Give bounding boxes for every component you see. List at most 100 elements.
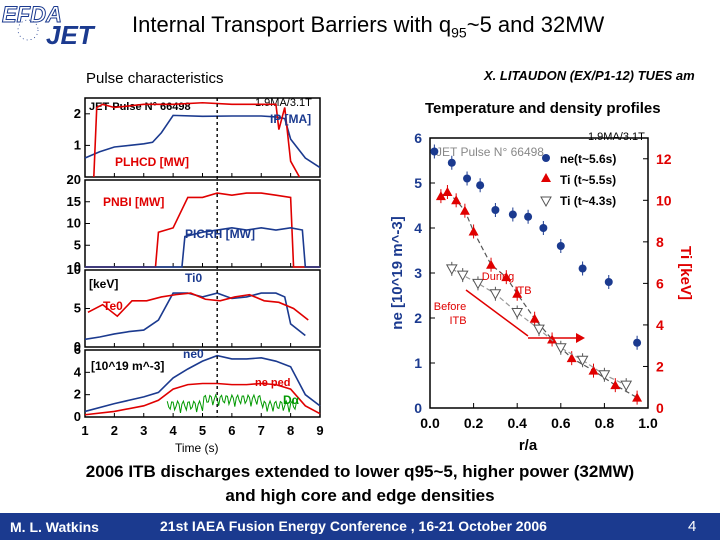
ti-itb-point <box>435 191 446 201</box>
y-tick-label: 1 <box>74 137 81 152</box>
ne-point <box>539 224 548 232</box>
label-ti0: Ti0 <box>185 271 202 285</box>
ti-before-point <box>576 355 589 367</box>
x-tick-label: 1 <box>81 423 88 438</box>
summary-line-2: and high core and edge densities <box>225 486 495 505</box>
author-reference: X. LITAUDON (EX/P1-12) TUES am <box>484 68 695 83</box>
ti-before-point <box>456 270 469 282</box>
y-right-tick-label: 10 <box>656 192 672 208</box>
header-bar: EFDA JET <box>0 0 720 51</box>
legend-ti-itb-label: Ti (t~5.5s) <box>560 173 616 187</box>
y-tick-label: 10 <box>67 262 81 277</box>
jet-logo-text: JET <box>46 20 96 50</box>
ti-itb-point <box>588 365 599 375</box>
x-tick-label: 0.4 <box>507 415 527 431</box>
x-tick-label: 0.0 <box>420 415 440 431</box>
y-tick-label: 20 <box>67 172 81 187</box>
profile-params: 1.9MA/3.1T <box>588 131 645 143</box>
label-ne0: ne0 <box>183 347 204 361</box>
x-tick-label: 5 <box>199 423 206 438</box>
series-line-2-0 <box>84 292 306 341</box>
profile-pulse-title: JET Pulse N° 66498 <box>436 145 544 159</box>
ti-itb-point <box>566 353 577 363</box>
slide-title: Internal Transport Barriers with q95~5 a… <box>132 12 605 41</box>
ne-point <box>508 210 517 219</box>
profiles-chart: JET Pulse N° 664981.9MA/3.1T012345602468… <box>389 130 694 454</box>
y-tick-label: 0 <box>74 409 81 424</box>
y-right-tick-label: 0 <box>656 400 664 416</box>
pulse-characteristics-heading: Pulse characteristics <box>86 70 224 87</box>
ti-itb-point <box>459 205 470 215</box>
ne-point <box>463 174 472 183</box>
series-fit-line-1 <box>440 191 638 399</box>
ti-itb-point <box>512 288 523 298</box>
pulse-params: 1.9MA/3.1T <box>255 97 312 109</box>
ti-before-point <box>554 343 567 354</box>
ne-point <box>476 181 485 190</box>
y-left-tick-label: 0 <box>414 400 422 416</box>
legend-ti-itb-marker <box>541 173 551 182</box>
y-tick-label: 5 <box>74 237 81 252</box>
y-right-tick-label: 4 <box>656 317 664 333</box>
ti-itb-point <box>610 380 621 390</box>
efda-logo-text: EFDA <box>2 2 62 27</box>
legend-ti-before-label: Ti (t~4.3s) <box>560 194 616 208</box>
footer-page-number: 4 <box>688 518 697 535</box>
label-dalpha: Dα <box>283 393 300 407</box>
y-tick-label: 2 <box>74 106 81 121</box>
footer-author: M. L. Watkins <box>10 519 99 535</box>
ne-point <box>524 212 533 221</box>
profiles-heading: Temperature and density profiles <box>425 100 661 117</box>
summary-text: 2006 ITB discharges extended to lower q9… <box>0 460 720 508</box>
label-kev: [keV] <box>89 277 118 291</box>
series-fit-line-2 <box>451 268 627 386</box>
annotation-during-itb-line2: ITB <box>514 285 531 297</box>
y-right-tick-label: 8 <box>656 234 664 250</box>
y-tick-label: 10 <box>67 216 81 231</box>
pulse-time-traces-chart: JET Pulse N° 66498 1.9MA/3.1T120510152005… <box>67 97 324 455</box>
y-tick-label: 15 <box>67 194 81 209</box>
x-tick-label: 2 <box>111 423 118 438</box>
legend-ne-label: ne(t~5.6s) <box>560 152 616 166</box>
series-line-1-1 <box>85 227 320 268</box>
ne-point <box>578 264 587 273</box>
efda-jet-logo: EFDA JET <box>2 2 96 51</box>
ti-before-point <box>533 324 545 336</box>
ti-before-point <box>472 278 484 290</box>
ti-before-point <box>489 289 502 300</box>
label-neped: ne ped <box>255 377 290 389</box>
y-tick-label: 2 <box>74 387 81 402</box>
footer-conference: 21st IAEA Fusion Energy Conference , 16-… <box>160 518 547 534</box>
label-plhcd: PLHCD [MW] <box>115 155 189 169</box>
ti-before-point <box>598 370 611 381</box>
x-tick-label: 3 <box>140 423 147 438</box>
ti-itb-point <box>451 195 462 205</box>
x-tick-label: 9 <box>316 423 323 438</box>
ti-itb-point <box>442 187 453 196</box>
y-tick-label: 4 <box>74 364 82 379</box>
ti-itb-point <box>468 226 479 236</box>
y-right-axis-label: Ti [keV] <box>677 246 694 300</box>
series-line-2-1 <box>87 292 309 321</box>
x-axis-label: Time (s) <box>175 441 219 455</box>
label-te0: Te0 <box>103 299 123 313</box>
legend-ti-before-marker <box>540 196 552 208</box>
y-left-tick-label: 4 <box>414 220 422 236</box>
x-tick-label: 7 <box>258 423 265 438</box>
series-line-3-1 <box>84 382 321 416</box>
ti-before-point <box>445 264 458 275</box>
x-tick-label: 0.8 <box>595 415 615 431</box>
pulse-title: JET Pulse N° 66498 <box>89 101 191 113</box>
label-picrh: PICRH [MW] <box>185 227 255 241</box>
y-tick-label: 0 <box>74 339 81 354</box>
x-tick-label: 8 <box>287 423 294 438</box>
x-tick-label: 4 <box>170 423 178 438</box>
annotation-during-itb: During <box>482 271 514 283</box>
ne-point <box>604 278 613 286</box>
x-tick-label: 6 <box>228 423 235 438</box>
series-line-1-0 <box>85 192 320 268</box>
ne-point <box>491 206 500 214</box>
ti-before-point <box>511 307 524 319</box>
ti-itb-point <box>501 272 512 282</box>
panel-frame <box>84 179 321 268</box>
